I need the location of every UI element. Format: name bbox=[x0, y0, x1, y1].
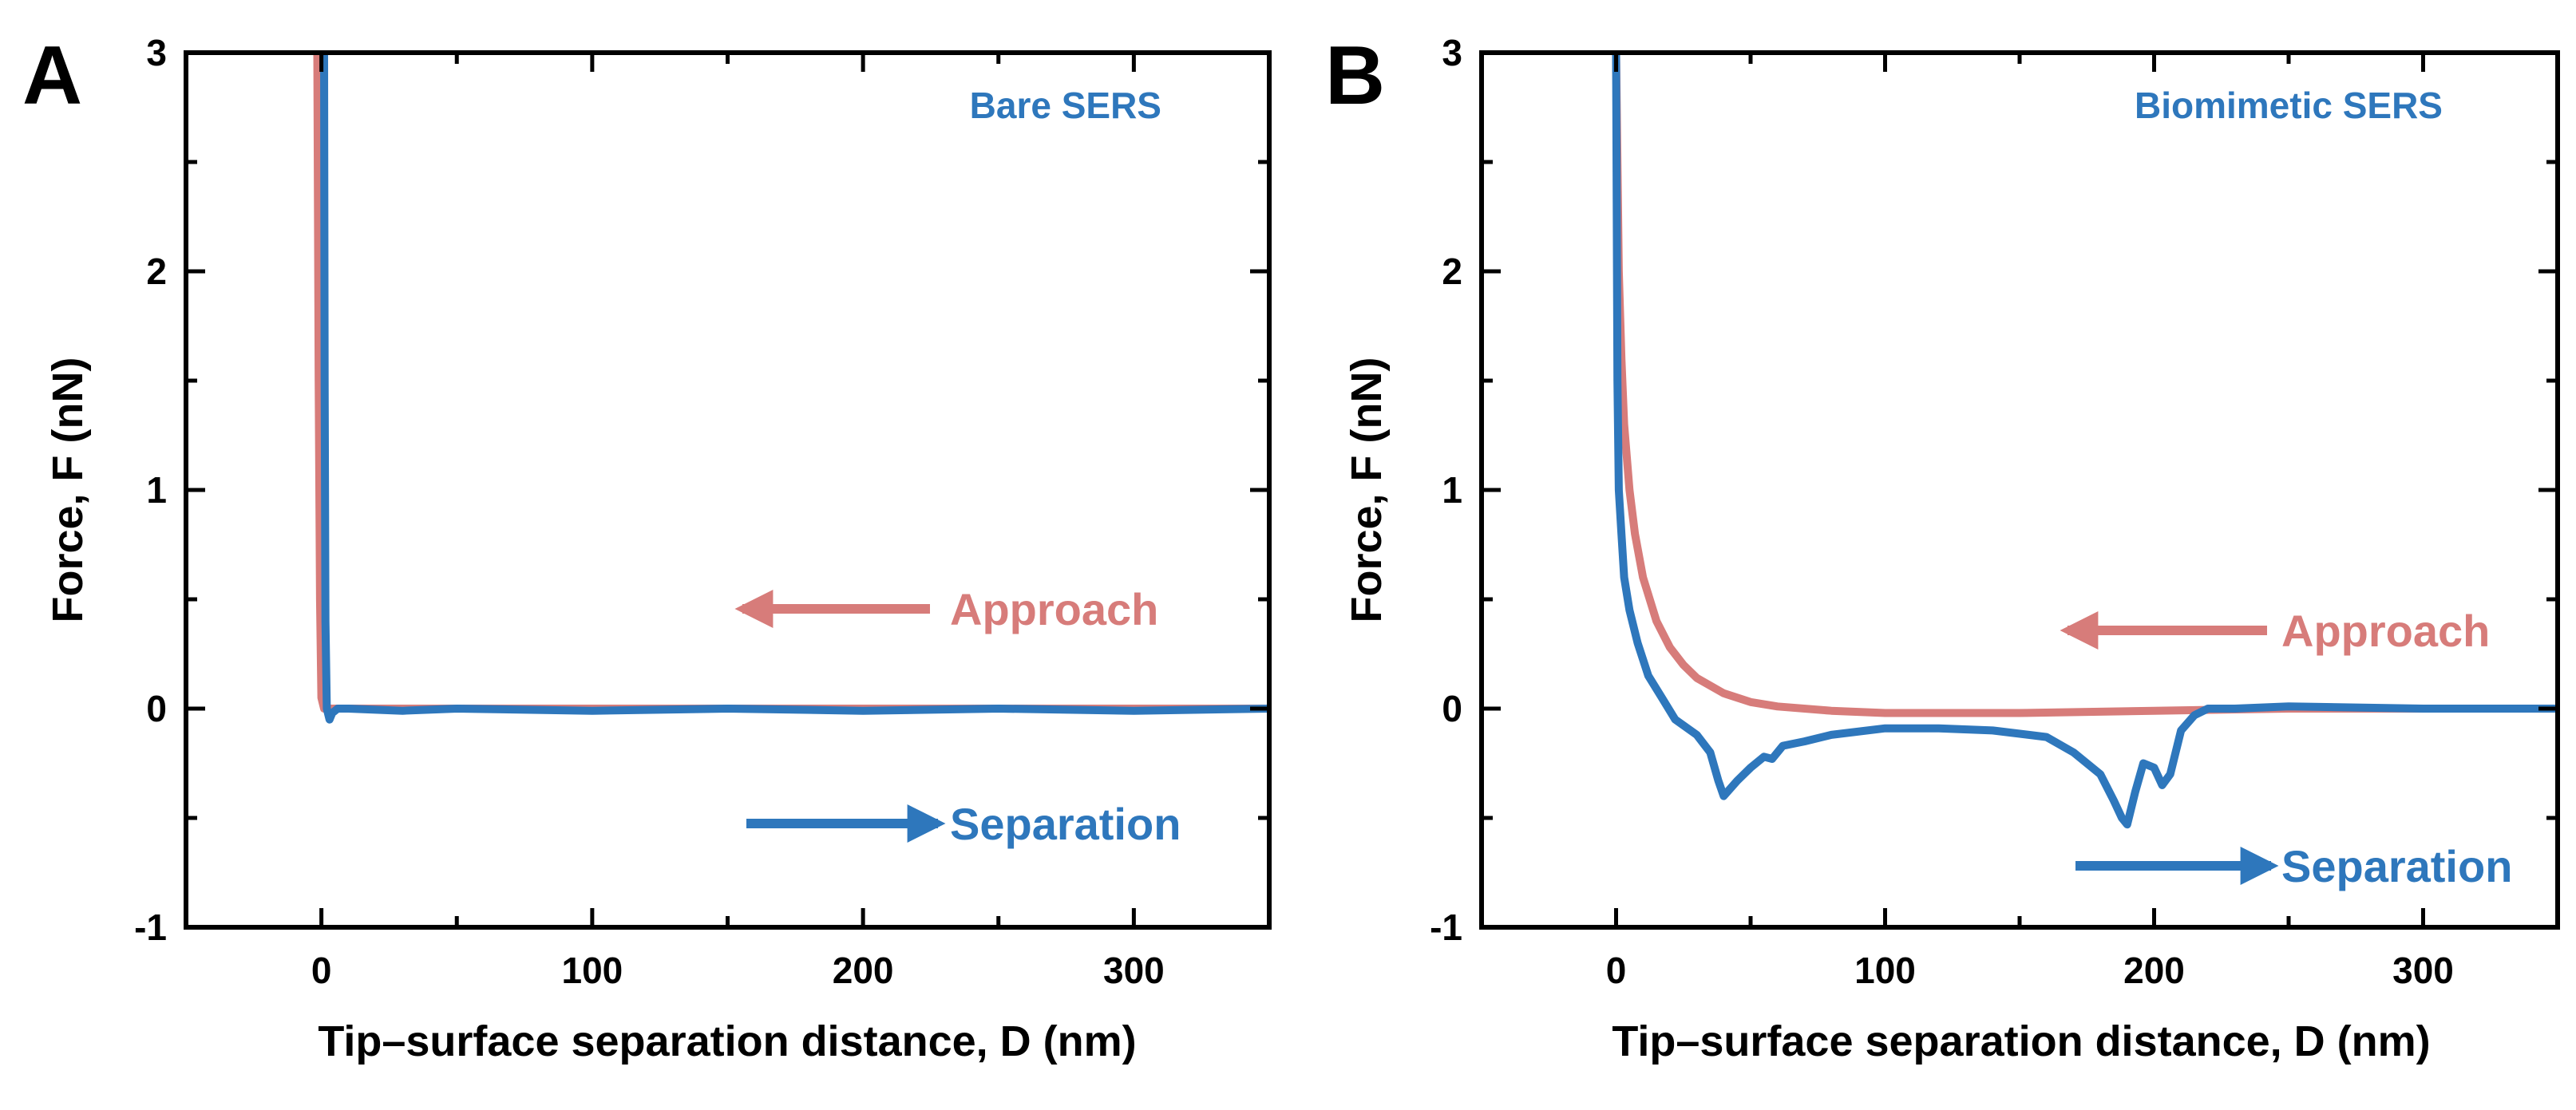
x-tick-label: 300 bbox=[1103, 950, 1165, 991]
y-axis-label-b: Force, F (nN) bbox=[1343, 357, 1391, 623]
series-line-separation-b bbox=[1612, 53, 2558, 829]
x-tick-label: 200 bbox=[833, 950, 894, 991]
x-tick-label: 0 bbox=[1606, 950, 1627, 991]
y-tick-label: 3 bbox=[1442, 32, 1462, 73]
series-line-separation-a bbox=[320, 53, 1269, 724]
tick-layer-a: 0 100 200 300 -1 0 1 2 3 bbox=[134, 32, 1272, 991]
plot-frame-b bbox=[1479, 50, 2560, 930]
plot-frame-a bbox=[184, 50, 1272, 930]
y-tick-label: 1 bbox=[1442, 469, 1462, 511]
separation-label-a: Separation bbox=[950, 799, 1181, 849]
panel-letter-b: B bbox=[1325, 30, 1385, 122]
y-tick-label: 2 bbox=[146, 251, 167, 292]
panel-a: A 0 100 200 300 -1 0 1 2 3 Bare SERS Approach Se… bbox=[22, 30, 1272, 1065]
approach-label-b: Approach bbox=[2281, 606, 2490, 656]
x-tick-label: 100 bbox=[1854, 950, 1916, 991]
series-line-approach-b bbox=[1612, 53, 2558, 717]
series-layer-a bbox=[313, 53, 1269, 724]
y-tick-label: 2 bbox=[1442, 251, 1462, 292]
y-tick-label: -1 bbox=[134, 907, 167, 948]
chart-title-b: Biomimetic SERS bbox=[2135, 85, 2443, 126]
panel-b: B 0 100 200 300 -1 0 1 2 3 Biomimetic SERS Appro… bbox=[1325, 30, 2560, 1065]
y-axis-label-a: Force, F (nN) bbox=[44, 357, 92, 623]
x-tick-label: 0 bbox=[311, 950, 332, 991]
separation-label-b: Separation bbox=[2281, 841, 2512, 891]
approach-label-a: Approach bbox=[950, 584, 1158, 634]
tick-layer-b: 0 100 200 300 -1 0 1 2 3 bbox=[1430, 32, 2560, 991]
y-tick-label: 1 bbox=[146, 469, 167, 511]
x-tick-label: 100 bbox=[562, 950, 623, 991]
panel-letter-a: A bbox=[22, 30, 82, 122]
x-axis-label-b: Tip–surface separation distance, D (nm) bbox=[1612, 1017, 2430, 1065]
x-axis-label-a: Tip–surface separation distance, D (nm) bbox=[318, 1017, 1136, 1065]
y-tick-label: 0 bbox=[1442, 688, 1462, 729]
x-tick-label: 200 bbox=[2123, 950, 2185, 991]
y-tick-label: 3 bbox=[146, 32, 167, 73]
series-layer-b bbox=[1612, 53, 2558, 829]
chart-title-a: Bare SERS bbox=[970, 85, 1161, 126]
x-tick-label: 300 bbox=[2392, 950, 2454, 991]
y-tick-label: -1 bbox=[1430, 907, 1462, 948]
y-tick-label: 0 bbox=[146, 688, 167, 729]
